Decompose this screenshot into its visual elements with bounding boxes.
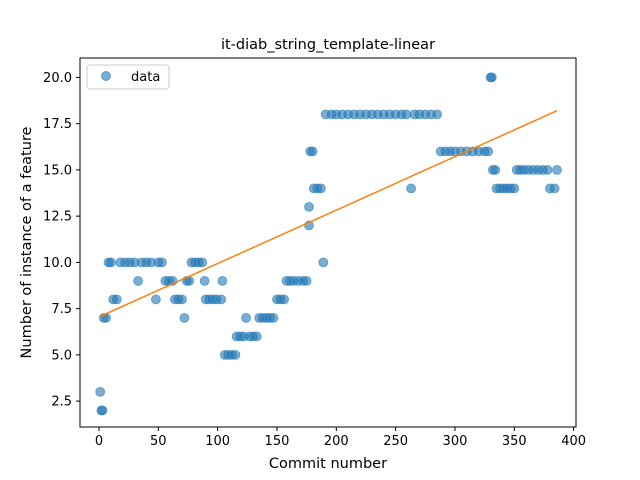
x-tick-label: 100 — [205, 434, 230, 449]
data-point — [307, 146, 318, 157]
data-point — [552, 164, 562, 175]
x-tick-label: 300 — [443, 434, 468, 449]
data-point — [509, 183, 520, 194]
data-point — [199, 275, 210, 286]
data-point — [301, 275, 312, 286]
data-point — [216, 294, 227, 305]
data-point — [432, 109, 443, 120]
y-tick-label: 2.5 — [51, 395, 72, 410]
data-point — [315, 183, 326, 194]
y-tick-label: 12.5 — [43, 210, 72, 225]
data-point — [106, 257, 116, 268]
data-point — [483, 146, 494, 157]
x-tick-label: 150 — [265, 434, 290, 449]
data-point — [486, 72, 497, 83]
data-point — [318, 257, 329, 268]
data-point — [111, 294, 122, 305]
ticks: 0 50 100 150 200 250 300 350 400 2.5 5.0 7.5 10.0 12.… — [43, 71, 586, 449]
data-point — [279, 294, 290, 305]
data-point — [177, 294, 187, 305]
x-tick-label: 50 — [150, 434, 167, 449]
data-point — [542, 164, 553, 175]
data-point — [230, 349, 241, 360]
chart-title: it-diab_string_template-linear — [221, 37, 435, 53]
data-point — [217, 275, 228, 286]
y-tick-label: 15.0 — [43, 163, 72, 178]
x-tick-label: 0 — [95, 434, 103, 449]
x-tick-label: 400 — [561, 434, 586, 449]
y-tick-label: 5.0 — [51, 348, 72, 363]
data-point — [179, 312, 190, 323]
x-tick-label: 350 — [502, 434, 527, 449]
data-point — [401, 109, 412, 120]
y-tick-label: 10.0 — [43, 256, 72, 271]
data-point — [95, 386, 106, 397]
data-point — [156, 257, 167, 268]
data-point — [150, 294, 161, 305]
axes — [79, 57, 577, 428]
legend-box — [86, 64, 170, 90]
data-point — [251, 331, 262, 342]
x-tick-label: 200 — [324, 434, 349, 449]
fit-line — [98, 110, 558, 318]
legend-label: data — [131, 70, 160, 85]
y-tick-label: 17.5 — [43, 117, 72, 132]
data-point — [549, 183, 560, 194]
x-tick-label: 250 — [383, 434, 408, 449]
data-point — [241, 312, 252, 323]
y-axis-title: Number of instance of a feature — [19, 126, 35, 358]
data-point — [406, 183, 417, 194]
data-point — [304, 201, 314, 212]
legend-marker — [101, 71, 111, 81]
legend: data — [86, 64, 170, 90]
y-tick-label: 7.5 — [51, 302, 72, 317]
plot-marks — [95, 72, 562, 416]
data-point — [197, 257, 208, 268]
y-tick-label: 20.0 — [43, 71, 72, 86]
data-point — [268, 312, 279, 323]
x-axis-title: Commit number — [269, 456, 387, 472]
data-point — [133, 275, 144, 286]
data-point — [490, 164, 501, 175]
plot-frame — [79, 57, 577, 428]
data-point — [97, 405, 108, 416]
